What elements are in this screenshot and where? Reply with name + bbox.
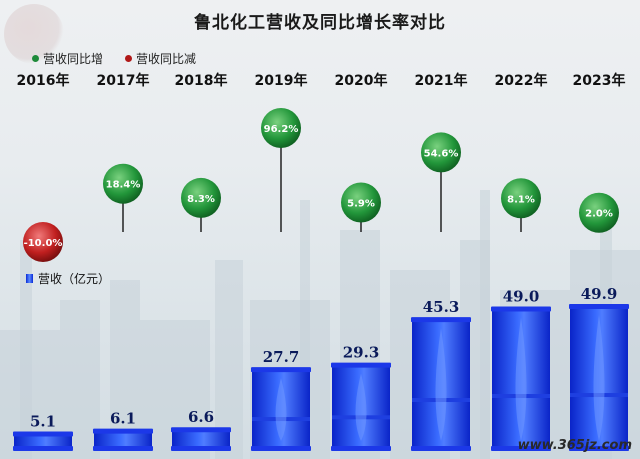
growth-value-label: 8.1% bbox=[507, 194, 535, 205]
year-label: 2023年 bbox=[572, 73, 626, 89]
legend-increase: 营收同比增 bbox=[32, 50, 103, 67]
logo-watermark-icon bbox=[4, 4, 64, 64]
growth-value-label: 8.3% bbox=[187, 194, 215, 205]
revenue-value-label: 29.3 bbox=[343, 344, 380, 362]
growth-ball bbox=[341, 182, 381, 223]
year-label: 2022年 bbox=[494, 73, 548, 89]
background-building bbox=[480, 190, 490, 459]
green-dot-icon bbox=[32, 55, 39, 62]
year-label: 2018年 bbox=[174, 73, 228, 89]
growth-value-label: -10.0% bbox=[24, 238, 63, 249]
growth-legend: 营收同比增 营收同比减 bbox=[32, 50, 196, 67]
background-building bbox=[20, 240, 32, 459]
growth-ball bbox=[501, 178, 541, 219]
growth-value-label: 18.4% bbox=[106, 180, 141, 191]
growth-ball bbox=[421, 132, 461, 173]
revenue-bar bbox=[331, 362, 391, 451]
revenue-value-label: 27.7 bbox=[263, 348, 300, 366]
background-building bbox=[300, 200, 310, 459]
bar-swatch-icon bbox=[26, 274, 33, 283]
revenue-bar bbox=[13, 431, 73, 451]
revenue-legend: 营收（亿元） bbox=[26, 270, 110, 287]
revenue-bar bbox=[569, 304, 629, 451]
site-watermark: www.365jz.com bbox=[517, 438, 632, 453]
growth-value-label: 54.6% bbox=[424, 148, 459, 159]
year-label: 2017年 bbox=[96, 73, 150, 89]
red-dot-icon bbox=[125, 55, 133, 62]
revenue-bar bbox=[251, 367, 311, 451]
growth-ball bbox=[261, 108, 301, 148]
growth-value-label: 5.9% bbox=[347, 198, 375, 209]
revenue-bar bbox=[411, 317, 471, 451]
legend-decrease: 营收同比减 bbox=[125, 50, 196, 67]
growth-ball bbox=[579, 192, 619, 233]
year-label: 2020年 bbox=[334, 73, 388, 89]
growth-value-label: 2.0% bbox=[585, 209, 613, 220]
growth-ball bbox=[103, 163, 143, 204]
background-building bbox=[215, 260, 243, 459]
revenue-bar bbox=[171, 427, 231, 451]
revenue-value-label: 6.1 bbox=[110, 410, 136, 428]
revenue-value-label: 5.1 bbox=[30, 412, 56, 430]
revenue-bar bbox=[491, 306, 551, 451]
revenue-legend-label: 营收（亿元） bbox=[38, 272, 111, 286]
growth-ball bbox=[181, 177, 221, 218]
growth-value-label: 96.2% bbox=[264, 124, 299, 135]
chart-title: 鲁北化工营收及同比增长率对比 bbox=[194, 13, 446, 33]
legend-increase-label: 营收同比增 bbox=[43, 52, 104, 66]
revenue-value-label: 49.0 bbox=[503, 288, 540, 306]
year-label: 2016年 bbox=[16, 73, 70, 89]
revenue-value-label: 49.9 bbox=[581, 285, 618, 303]
growth-ball bbox=[23, 222, 63, 262]
year-label: 2019年 bbox=[254, 73, 308, 89]
revenue-value-label: 6.6 bbox=[188, 408, 214, 426]
revenue-bar bbox=[93, 428, 153, 451]
legend-decrease-label: 营收同比减 bbox=[136, 52, 197, 66]
revenue-value-label: 45.3 bbox=[423, 298, 460, 316]
year-label: 2021年 bbox=[414, 73, 468, 89]
